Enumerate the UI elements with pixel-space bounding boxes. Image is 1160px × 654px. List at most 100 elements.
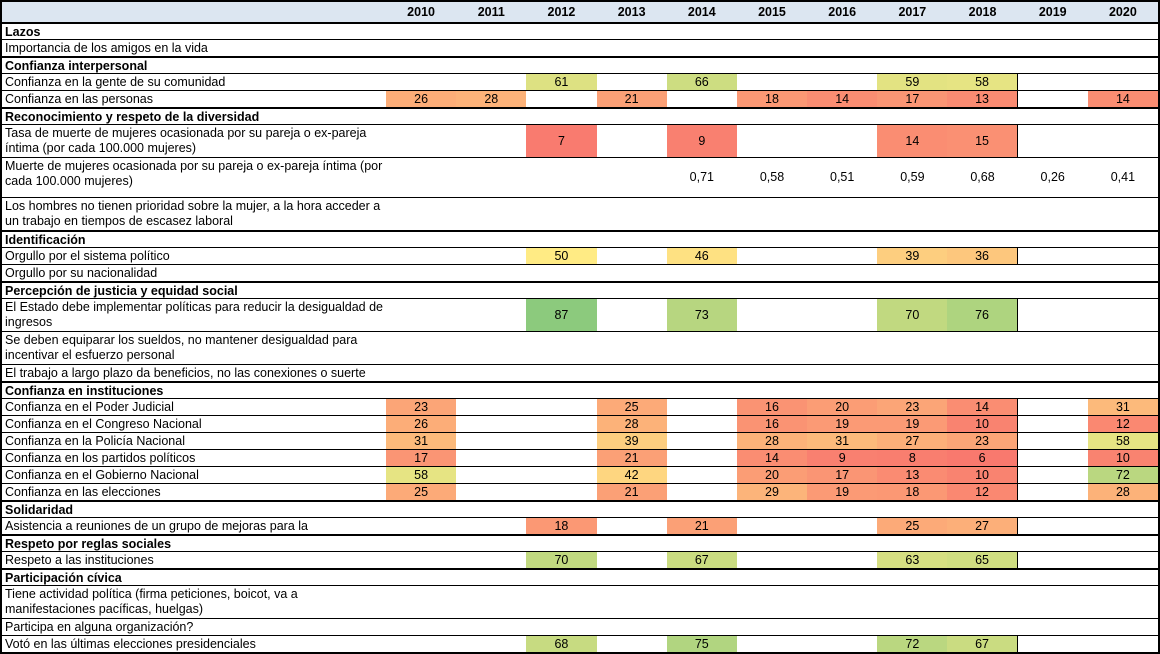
heatmap-cell: 0,71 — [689, 170, 714, 184]
section-filler-cell — [1088, 536, 1158, 551]
heatmap-cell — [386, 586, 456, 618]
heatmap-cell — [386, 40, 456, 56]
heatmap-cell: 0,68 — [970, 170, 995, 184]
heatmap-cell: 58 — [386, 467, 457, 483]
heatmap-cell — [667, 450, 737, 466]
section-filler-cell — [597, 232, 667, 247]
heatmap-cell: 23 — [877, 399, 948, 415]
row-label: Confianza en los partidos políticos — [5, 451, 196, 465]
heatmap-cell — [1088, 365, 1158, 381]
year-header: 2016 — [828, 4, 857, 19]
table-row: Importancia de los amigos en la vida — [2, 39, 1158, 56]
section-filler-cell — [597, 283, 667, 298]
heatmap-cell — [1018, 74, 1088, 90]
heatmap-cell — [526, 619, 596, 635]
section-filler-cell — [947, 232, 1017, 247]
heatmap-cell — [456, 450, 526, 466]
heatmap-cell — [737, 619, 807, 635]
heatmap-cell — [386, 158, 456, 197]
heatmap-cell: 20 — [736, 467, 808, 483]
heatmap-cell: 26 — [386, 416, 457, 432]
heatmap-cell — [807, 332, 877, 364]
heatmap-cell — [597, 248, 667, 264]
section-filler-cell — [1018, 570, 1088, 585]
heatmap-cell — [737, 552, 807, 568]
heatmap-cell — [456, 198, 526, 230]
table-row: Confianza en la Policía Nacional 31 39 28 31… — [2, 432, 1158, 449]
row-label: Confianza en la gente de su comunidad — [5, 75, 226, 89]
section-filler-cell — [807, 383, 877, 398]
heatmap-cell — [1018, 365, 1088, 381]
corner-cell — [2, 2, 386, 22]
heatmap-cell — [1088, 636, 1158, 652]
table-row: Confianza en los partidos políticos 17 21 1… — [2, 449, 1158, 466]
heatmap-cell: 68 — [526, 636, 597, 652]
section-filler-cell — [947, 570, 1017, 585]
heatmap-cell — [877, 619, 947, 635]
section-filler-cell — [1018, 383, 1088, 398]
section-filler-cell — [877, 570, 947, 585]
heatmap-cell: 14 — [807, 91, 878, 107]
section-filler-cell — [947, 502, 1017, 517]
section-filler-cell — [667, 24, 737, 39]
heatmap-cell — [1018, 467, 1088, 483]
heatmap-cell — [667, 484, 737, 500]
heatmap-cell — [526, 265, 596, 281]
heatmap-cell: 17 — [877, 91, 948, 107]
heatmap-cell — [807, 586, 877, 618]
heatmap-cell — [807, 365, 877, 381]
section-filler-cell — [456, 58, 526, 73]
heatmap-cell: 87 — [526, 299, 597, 331]
section-filler-cell — [526, 58, 596, 73]
year-header: 2010 — [407, 4, 435, 19]
heatmap-cell — [737, 198, 807, 230]
heatmap-cell — [597, 198, 667, 230]
heatmap-cell — [1018, 586, 1088, 618]
table-row: El Estado debe implementar políticas par… — [2, 298, 1158, 331]
section-filler-cell — [1018, 58, 1088, 73]
section-row: Identificación — [2, 230, 1158, 247]
heatmap-cell — [597, 158, 667, 197]
heatmap-cell — [456, 248, 526, 264]
heatmap-cell: 9 — [807, 450, 878, 466]
heatmap-cell — [1018, 299, 1088, 331]
section-row: Solidaridad — [2, 500, 1158, 517]
heatmap-cell — [526, 40, 596, 56]
heatmap-cell: 23 — [386, 399, 457, 415]
section-filler-cell — [667, 570, 737, 585]
heatmap-cell: 72 — [1087, 467, 1158, 483]
section-filler-cell — [737, 58, 807, 73]
heatmap-cell — [1088, 74, 1158, 90]
heatmap-cell — [737, 74, 807, 90]
row-label: Confianza en el Poder Judicial — [5, 400, 174, 414]
section-filler-cell — [947, 383, 1017, 398]
section-filler-cell — [1088, 502, 1158, 517]
heatmap-cell: 26 — [386, 91, 457, 107]
year-header: 2012 — [547, 4, 576, 19]
section-filler-cell — [737, 283, 807, 298]
heatmap-cell — [1018, 91, 1088, 107]
section-row: Participación cívica — [2, 568, 1158, 585]
heatmap-cell: 21 — [666, 518, 737, 534]
section-filler-cell — [877, 283, 947, 298]
heatmap-cell: 73 — [666, 299, 737, 331]
heatmap-cell — [456, 365, 526, 381]
section-filler-cell — [737, 536, 807, 551]
section-filler-cell — [386, 570, 456, 585]
heatmap-cell — [597, 74, 667, 90]
heatmap-cell — [456, 74, 526, 90]
heatmap-cell: 18 — [526, 518, 597, 534]
heatmap-cell: 15 — [947, 125, 1018, 157]
heatmap-cell: 75 — [666, 636, 737, 652]
row-label: El Estado debe implementar políticas par… — [5, 300, 384, 329]
heatmap-cell — [667, 586, 737, 618]
section-filler-cell — [877, 232, 947, 247]
section-filler-cell — [1018, 24, 1088, 39]
heatmap-cell — [386, 552, 456, 568]
table-row: Tasa de muerte de mujeres ocasionada por… — [2, 124, 1158, 157]
heatmap-cell — [597, 299, 667, 331]
heatmap-cell — [526, 332, 596, 364]
section-label: Percepción de justicia y equidad social — [5, 284, 238, 298]
row-label: Los hombres no tienen prioridad sobre la… — [5, 199, 381, 228]
year-header: 2015 — [758, 4, 786, 19]
